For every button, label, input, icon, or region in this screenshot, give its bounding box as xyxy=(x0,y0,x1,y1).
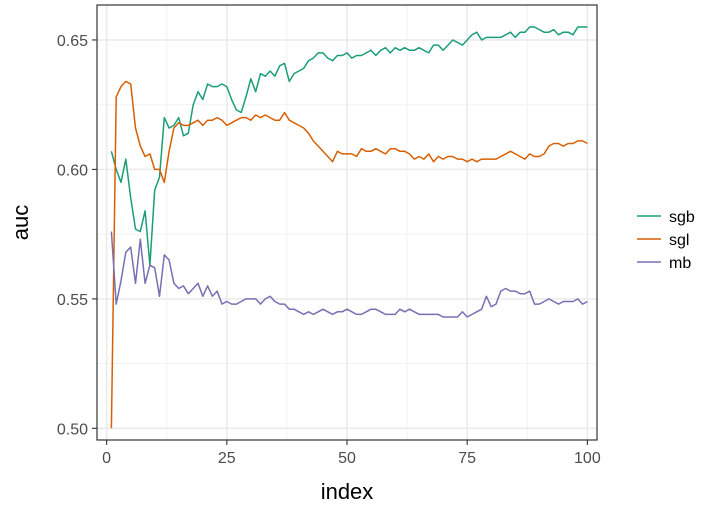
x-axis-title: index xyxy=(321,479,374,504)
y-tick-label: 0.65 xyxy=(57,33,88,50)
y-axis-ticks: 0.50 0.55 0.60 0.65 xyxy=(57,33,97,438)
legend: sgb sgl mb xyxy=(637,209,695,272)
legend-label-sgl: sgl xyxy=(669,232,689,249)
y-tick-label: 0.50 xyxy=(57,421,88,438)
y-tick-label: 0.60 xyxy=(57,162,88,179)
x-tick-label: 75 xyxy=(458,450,476,467)
legend-label-sgb: sgb xyxy=(669,209,695,226)
series-lines xyxy=(111,27,587,428)
y-axis-title: auc xyxy=(8,205,33,240)
series-line-sgb xyxy=(111,27,587,265)
x-tick-label: 50 xyxy=(338,450,356,467)
series-line-mb xyxy=(111,232,587,317)
x-tick-label: 100 xyxy=(574,450,601,467)
x-axis-ticks: 0 25 50 75 100 xyxy=(102,440,601,467)
x-tick-label: 0 xyxy=(102,450,111,467)
major-gridlines xyxy=(97,5,597,440)
y-tick-label: 0.55 xyxy=(57,292,88,309)
x-tick-label: 25 xyxy=(218,450,236,467)
legend-label-mb: mb xyxy=(669,255,691,272)
